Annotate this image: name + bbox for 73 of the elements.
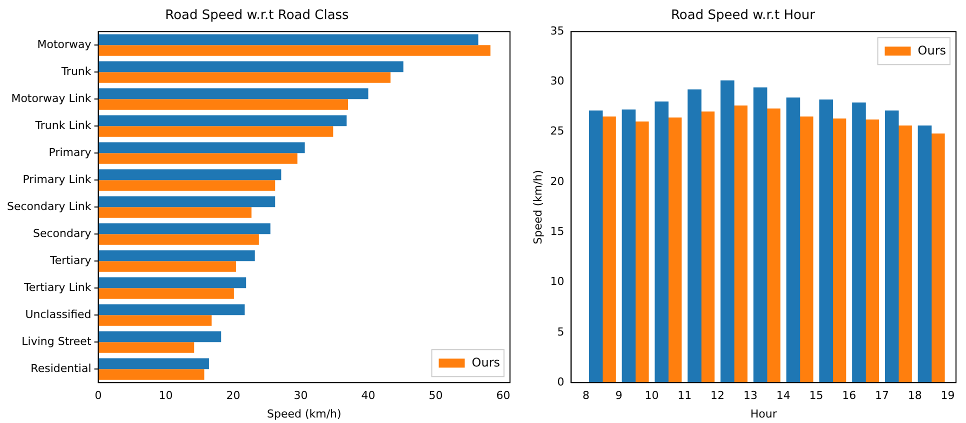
x-tick-label: 10 xyxy=(158,389,173,402)
bar xyxy=(98,45,490,56)
x-tick-label: 13 xyxy=(743,389,758,402)
bar xyxy=(98,234,259,245)
y-tick-label: 20 xyxy=(550,174,564,188)
y-tick-label: 30 xyxy=(550,74,564,88)
bar xyxy=(98,342,194,353)
y-tick-label: Primary Link xyxy=(22,172,92,186)
bar xyxy=(98,250,255,262)
bar xyxy=(98,358,209,370)
x-tick-label: 15 xyxy=(809,389,824,402)
bar xyxy=(98,126,334,137)
legend-label: Ours xyxy=(918,44,946,58)
x-tick-label: 16 xyxy=(842,389,856,402)
bar xyxy=(98,261,236,272)
y-tick-label: Motorway Link xyxy=(11,92,92,105)
legend-label: Ours xyxy=(472,356,500,370)
bar xyxy=(98,223,270,234)
x-tick-label: 8 xyxy=(582,389,590,402)
bar xyxy=(98,88,368,100)
bar xyxy=(98,72,391,83)
bar xyxy=(98,61,404,72)
bar xyxy=(98,99,348,110)
y-tick-label: 15 xyxy=(550,225,564,238)
x-tick-label: 19 xyxy=(940,389,955,402)
chart-title: Road Speed w.r.t Road Class xyxy=(165,8,350,24)
x-axis-title: Hour xyxy=(750,407,778,420)
y-tick-label: Motorway xyxy=(37,38,92,51)
bar xyxy=(98,180,276,191)
bar xyxy=(98,315,212,326)
x-tick-label: 18 xyxy=(908,389,922,402)
y-tick-label: Primary xyxy=(48,146,92,159)
y-tick-label: Living Street xyxy=(22,334,92,348)
x-tick-label: 14 xyxy=(776,389,790,402)
x-axis-title: Speed (km/h) xyxy=(266,407,342,420)
bar xyxy=(98,288,234,299)
bar xyxy=(98,277,246,288)
chart-title: Road Speed w.r.t Hour xyxy=(670,8,816,24)
x-tick-label: 30 xyxy=(294,389,308,402)
x-tick-label: 9 xyxy=(615,389,622,402)
bar xyxy=(98,115,347,126)
bar xyxy=(98,142,305,154)
y-tick-label: 5 xyxy=(557,325,564,338)
y-tick-label: Unclassified xyxy=(25,308,92,321)
y-tick-label: Tertiary Link xyxy=(22,280,92,294)
y-tick-label: Residential xyxy=(30,362,92,375)
x-tick-label: 0 xyxy=(94,389,102,402)
x-tick-label: 11 xyxy=(678,389,692,402)
y-tick-label: 0 xyxy=(557,375,564,388)
bar xyxy=(98,34,478,46)
x-tick-label: 50 xyxy=(428,389,443,402)
bar xyxy=(98,196,276,208)
bar xyxy=(98,369,204,380)
y-axis-title: Speed (km/h) xyxy=(531,170,544,244)
bar xyxy=(98,304,245,316)
bar xyxy=(98,331,222,342)
x-tick-label: 60 xyxy=(496,389,510,402)
y-tick-label: Secondary xyxy=(33,226,92,240)
y-tick-label: Trunk Link xyxy=(34,118,92,132)
x-tick-label: 10 xyxy=(644,389,659,402)
y-tick-label: Secondary Link xyxy=(6,200,92,213)
bar xyxy=(98,207,252,218)
y-tick-label: 25 xyxy=(550,124,564,138)
bar xyxy=(98,153,298,164)
x-tick-label: 40 xyxy=(361,389,376,402)
y-tick-label: 10 xyxy=(550,275,564,288)
y-tick-label: Trunk xyxy=(60,64,92,78)
y-tick-label: Tertiary xyxy=(48,254,92,267)
x-tick-label: 20 xyxy=(226,389,240,402)
x-tick-label: 12 xyxy=(710,389,725,402)
y-tick-label: 35 xyxy=(550,24,564,38)
x-tick-label: 17 xyxy=(875,389,889,402)
bar xyxy=(98,169,282,180)
